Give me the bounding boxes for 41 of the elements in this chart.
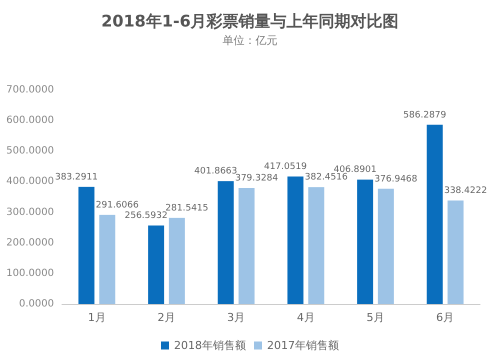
y-tick-label: 500.0000 — [6, 146, 54, 157]
y-tick-label: 600.0000 — [6, 115, 54, 126]
y-tick-label: 200.0000 — [6, 237, 54, 248]
bar — [308, 187, 324, 304]
bar — [218, 181, 234, 304]
data-label: 376.9468 — [374, 174, 418, 184]
y-tick-label: 300.0000 — [6, 206, 54, 218]
bar — [238, 188, 255, 304]
y-tick-label: 100.0000 — [6, 268, 54, 279]
data-label: 256.5932 — [124, 211, 168, 222]
chart-title: 2018年1-6月彩票销量与上年同期对比图 — [101, 12, 399, 30]
bar — [78, 186, 94, 304]
bar — [378, 188, 394, 304]
chart-subtitle: 单位：亿元 — [222, 34, 278, 47]
data-label: 338.4222 — [444, 186, 488, 196]
bar — [448, 200, 464, 304]
bar — [148, 226, 164, 304]
bar — [357, 180, 374, 304]
y-tick-label: 700.0000 — [6, 84, 54, 96]
bar — [287, 176, 304, 304]
y-tick-label: 400.0000 — [6, 176, 54, 188]
y-tick-label: 0.0000 — [19, 298, 54, 310]
data-label: 281.5415 — [165, 203, 208, 214]
x-tick-label: 4月 — [296, 311, 315, 324]
x-tick-label: 3月 — [227, 311, 246, 324]
data-label: 586.2879 — [403, 110, 447, 120]
bar — [168, 218, 185, 304]
data-label: 383.2911 — [54, 172, 98, 182]
x-tick-label: 2月 — [158, 311, 176, 324]
bar — [426, 124, 443, 304]
data-label: 417.0519 — [264, 162, 308, 172]
bar — [99, 214, 116, 304]
data-label: 379.3284 — [235, 174, 278, 184]
data-label: 401.8663 — [194, 166, 238, 177]
x-tick-label: 6月 — [436, 311, 454, 324]
data-label: 291.6066 — [96, 200, 139, 210]
x-tick-label: 1月 — [88, 311, 106, 324]
data-label: 382.4516 — [304, 172, 348, 183]
legend-label: 2017年销售额 — [267, 339, 339, 352]
legend-label: 2018年销售额 — [174, 339, 246, 352]
x-tick-label: 5月 — [366, 311, 384, 324]
